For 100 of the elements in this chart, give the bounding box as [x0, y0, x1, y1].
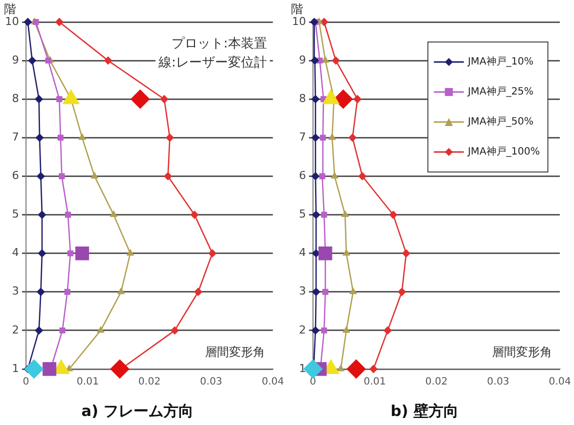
point: [384, 326, 392, 334]
x-tick-label: 0.04: [262, 376, 284, 388]
point: [58, 173, 65, 180]
x-tick-label: 0.02: [138, 376, 161, 388]
annotation: 線:レーザー変位計: [157, 54, 267, 70]
point: [312, 288, 320, 296]
point: [160, 95, 168, 104]
point: [67, 250, 74, 256]
x-tick-label: 0.03: [200, 376, 222, 388]
point: [75, 246, 90, 260]
point: [311, 134, 320, 142]
y-tick-label: 5: [298, 208, 306, 221]
point: [358, 172, 366, 180]
point: [55, 18, 64, 26]
point: [334, 90, 353, 109]
x-tick-label: 0.03: [487, 376, 510, 388]
point: [36, 134, 44, 142]
point: [310, 18, 318, 26]
point: [353, 95, 362, 104]
point: [389, 210, 398, 219]
point: [58, 134, 64, 141]
point: [164, 172, 172, 180]
point: [34, 95, 43, 104]
point: [56, 96, 62, 102]
point: [320, 134, 326, 141]
point: [322, 56, 329, 63]
point: [318, 246, 332, 260]
x-tick-label: 0.04: [548, 376, 571, 388]
point: [38, 210, 46, 219]
legend-label: JMA神戸_10%: [466, 56, 534, 68]
y-tick-label: 6: [298, 169, 306, 182]
point: [36, 288, 45, 296]
point: [64, 288, 70, 295]
x-axis-title: 層間変形角: [492, 345, 552, 360]
y-tick-label: 6: [12, 169, 19, 182]
y-tick-label: 8: [12, 92, 19, 105]
x-tick-label: 0.01: [364, 376, 386, 388]
point: [90, 172, 98, 178]
point: [38, 249, 46, 258]
point: [346, 360, 366, 378]
legend-label: JMA神戸_25%: [466, 86, 534, 98]
point: [337, 365, 344, 372]
point: [194, 288, 202, 296]
y-axis-title: 階: [4, 2, 16, 16]
point: [104, 56, 112, 65]
point: [311, 172, 320, 180]
point: [36, 172, 45, 180]
point: [303, 360, 322, 378]
point: [322, 288, 328, 295]
point: [402, 249, 410, 258]
point: [64, 212, 71, 218]
point: [130, 90, 150, 109]
y-tick-label: 9: [12, 53, 19, 66]
y-tick-label: 10: [292, 14, 306, 28]
y-axis-title: 階: [291, 2, 303, 16]
y-tick-label: 3: [298, 284, 306, 298]
y-tick-label: 4: [12, 246, 19, 260]
point: [342, 249, 350, 256]
point: [166, 134, 174, 142]
point: [110, 210, 118, 218]
y-tick-label: 4: [298, 246, 306, 260]
y-tick-label: 1: [298, 362, 306, 375]
y-tick-label: 8: [298, 92, 306, 105]
point: [208, 249, 216, 258]
point: [310, 56, 319, 65]
point: [311, 326, 320, 334]
point: [369, 365, 378, 373]
text: a) フレーム方向: [81, 402, 194, 420]
point: [170, 326, 179, 334]
point: [190, 210, 198, 219]
point: [42, 362, 56, 376]
point: [398, 288, 406, 296]
legend-label: JMA神戸_100%: [466, 146, 540, 158]
y-tick-label: 3: [12, 284, 19, 298]
y-tick-label: 5: [12, 208, 19, 221]
y-tick-label: 7: [12, 130, 19, 144]
point: [311, 95, 320, 104]
point: [348, 134, 356, 142]
y-tick-label: 1: [12, 362, 19, 375]
point: [312, 210, 320, 219]
point: [126, 249, 134, 256]
text: b) 壁方向: [390, 402, 458, 420]
x-tick-label: 0.01: [76, 376, 99, 388]
point: [34, 326, 43, 334]
x-axis-title: 層間変形角: [204, 345, 265, 360]
point: [319, 173, 326, 180]
annotation: プロット:本装置: [171, 36, 267, 52]
point: [331, 172, 338, 178]
legend-label: JMA神戸_50%: [466, 116, 534, 128]
y-tick-label: 10: [4, 14, 19, 28]
point: [24, 18, 32, 26]
point: [328, 134, 336, 140]
x-tick-label: 0: [22, 376, 30, 388]
point: [110, 360, 130, 378]
point: [321, 327, 328, 334]
point: [24, 360, 44, 378]
y-tick-label: 2: [12, 323, 19, 336]
point: [118, 288, 125, 294]
point: [97, 326, 104, 333]
y-tick-label: 7: [298, 130, 306, 144]
